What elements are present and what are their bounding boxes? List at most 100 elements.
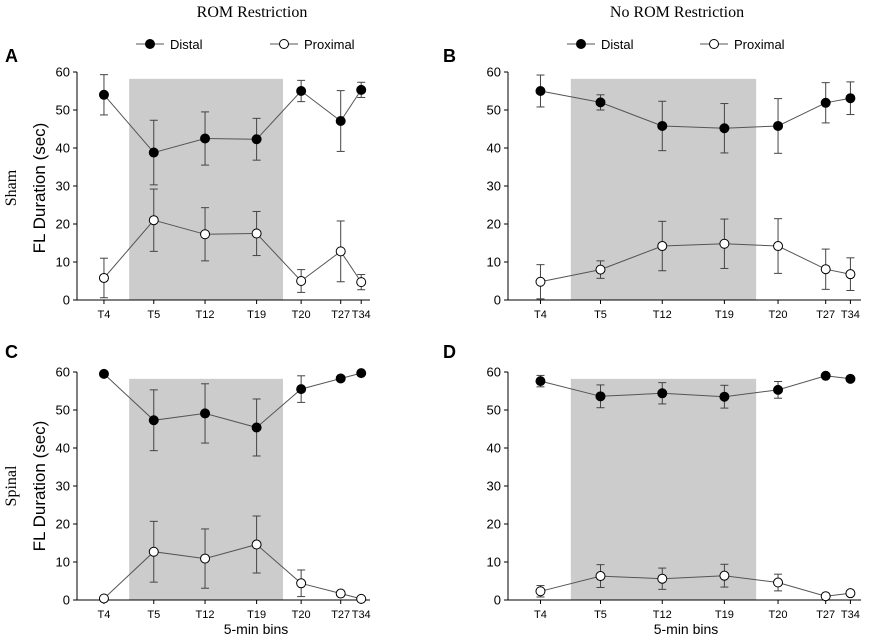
panel-letter-d: D — [443, 342, 456, 362]
x-tick-label: T27 — [331, 309, 350, 321]
panel-c-chart: 0 10 20 30 40 50 60 T4 T5 T12 T19 T20 T27 T34 — [56, 365, 371, 622]
y-tick-label: 30 — [56, 479, 70, 494]
panel-a-chart: 0 10 20 30 40 50 60 T4 T5 T12 T19 T20 T27 T34 — [56, 65, 371, 322]
x-tick-label: T20 — [769, 309, 788, 321]
distal-point — [820, 370, 831, 381]
proximal-point — [773, 577, 784, 588]
column-title-no-rom-restriction: No ROM Restriction — [610, 4, 744, 21]
distal-point — [657, 120, 668, 131]
proximal-point — [719, 570, 730, 581]
distal-point — [535, 86, 546, 96]
proximal-point — [296, 578, 307, 589]
y-tick-label: 10 — [56, 255, 70, 270]
x-tick-label: T4 — [534, 609, 547, 621]
proximal-point — [200, 229, 211, 240]
x-tick-label: T27 — [816, 609, 835, 621]
distal-point — [773, 120, 784, 131]
distal-point — [820, 97, 831, 108]
proximal-point — [296, 276, 307, 286]
x-axis-label-left: 5-min bins — [224, 621, 289, 637]
distal-point — [773, 384, 784, 395]
distal-point — [657, 388, 668, 399]
proximal-point — [335, 588, 346, 599]
y-tick-label: 30 — [487, 179, 501, 194]
proximal-point — [335, 246, 346, 257]
distal-point — [719, 123, 730, 134]
distal-point — [356, 84, 367, 95]
x-tick-label: T20 — [292, 609, 311, 621]
x-tick-label: T34 — [841, 309, 860, 321]
proximal-point — [719, 238, 730, 249]
y-tick-label: 10 — [487, 555, 501, 570]
y-tick-label: 60 — [487, 365, 501, 380]
proximal-point — [200, 553, 211, 564]
panel-b-chart: 0 10 20 30 40 50 60 T4 T5 T12 T19 T20 T27 T34 — [487, 65, 861, 321]
distal-point — [335, 373, 346, 384]
x-tick-label: T12 — [653, 309, 672, 321]
panel-letter-b: B — [443, 46, 456, 66]
y-tick-label: 10 — [56, 555, 70, 570]
x-tick-label: T19 — [247, 309, 266, 321]
y-tick-label: 20 — [487, 217, 501, 232]
legend-proximal-label: Proximal — [304, 37, 355, 52]
legend-distal-label: Distal — [601, 37, 634, 52]
x-tick-label: T12 — [196, 309, 215, 321]
distal-point — [200, 133, 211, 144]
legend-left: Distal Proximal — [136, 37, 355, 52]
proximal-point — [251, 539, 262, 550]
distal-point — [335, 116, 346, 127]
panel-d-chart: 0 10 20 30 40 50 60 T4 T5 T12 T19 T20 T27 T34 — [487, 365, 861, 621]
distal-point — [595, 97, 606, 108]
distal-point — [296, 86, 307, 96]
y-tick-label: 40 — [487, 441, 501, 456]
proximal-point — [98, 593, 109, 604]
x-tick-label: T12 — [196, 609, 215, 621]
x-tick-label: T20 — [292, 309, 311, 321]
proximal-point — [820, 591, 831, 602]
y-tick-label: 20 — [56, 517, 70, 532]
proximal-point — [356, 277, 367, 288]
x-tick-label: T5 — [147, 309, 160, 321]
proximal-point — [657, 573, 668, 584]
y-tick-label: 60 — [56, 65, 70, 80]
distal-point — [296, 384, 307, 395]
y-tick-label: 0 — [494, 593, 501, 608]
distal-point — [356, 368, 367, 379]
y-axis-label-bottom: FL Duration (sec) — [30, 421, 49, 552]
legend-right: Distal Proximal — [567, 37, 785, 52]
proximal-point — [595, 571, 606, 582]
x-axis-label-right: 5-min bins — [654, 621, 719, 637]
panel-letter-a: A — [5, 46, 18, 66]
y-tick-label: 0 — [63, 593, 70, 608]
distal-point — [148, 415, 159, 426]
x-tick-label: T4 — [98, 309, 111, 321]
distal-point — [98, 89, 109, 100]
distal-point — [148, 147, 159, 158]
distal-point — [535, 376, 546, 387]
proximal-point — [820, 264, 831, 275]
distal-point — [845, 93, 856, 104]
distal-point — [595, 391, 606, 402]
shaded-window — [570, 78, 757, 300]
y-tick-label: 10 — [487, 255, 501, 270]
y-tick-label: 50 — [487, 403, 501, 418]
row-label-sham: Sham — [3, 169, 20, 206]
y-tick-label: 50 — [56, 403, 70, 418]
x-tick-label: T4 — [98, 609, 111, 621]
y-tick-label: 20 — [56, 217, 70, 232]
y-tick-label: 60 — [487, 65, 501, 80]
y-tick-label: 50 — [487, 103, 501, 118]
y-tick-label: 30 — [487, 479, 501, 494]
y-tick-label: 40 — [487, 141, 501, 156]
x-tick-label: T12 — [653, 609, 672, 621]
row-label-spinal: Spinal — [3, 465, 20, 506]
y-tick-label: 50 — [56, 103, 70, 118]
x-tick-label: T27 — [816, 309, 835, 321]
proximal-point — [845, 588, 856, 599]
proximal-point — [845, 269, 856, 280]
distal-point — [98, 368, 109, 379]
y-tick-label: 30 — [56, 179, 70, 194]
legend-proximal-label: Proximal — [734, 37, 785, 52]
y-tick-label: 20 — [487, 517, 501, 532]
